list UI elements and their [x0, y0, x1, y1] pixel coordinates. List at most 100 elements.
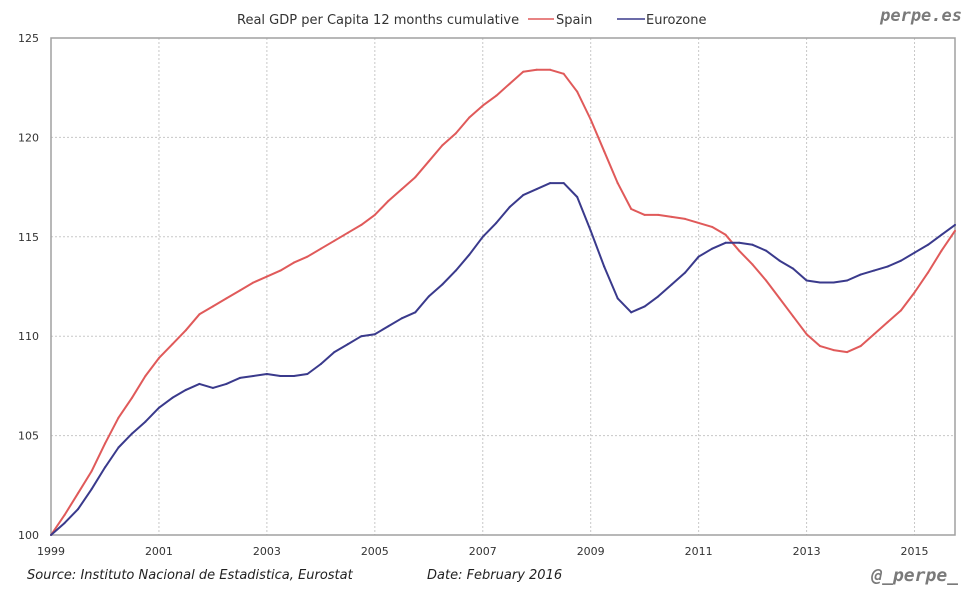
data-point-spain — [346, 231, 349, 234]
data-point-spain — [603, 150, 606, 153]
data-point-spain — [468, 116, 471, 119]
data-point-eurozone — [63, 522, 66, 525]
data-point-eurozone — [265, 372, 268, 375]
y-tick-label: 115 — [18, 231, 39, 244]
data-point-eurozone — [427, 295, 430, 298]
series-layer — [50, 68, 956, 536]
data-point-eurozone — [90, 488, 93, 491]
data-point-spain — [846, 351, 849, 354]
data-point-spain — [900, 309, 903, 312]
x-tick-label: 2001 — [145, 545, 173, 558]
data-point-spain — [616, 182, 619, 185]
data-point-eurozone — [306, 372, 309, 375]
x-tick-label: 2013 — [793, 545, 821, 558]
data-point-spain — [333, 239, 336, 242]
chart-title: Real GDP per Capita 12 months cumulative — [237, 13, 519, 28]
legend-label-spain: Spain — [556, 13, 592, 28]
data-point-spain — [954, 229, 956, 232]
data-point-eurozone — [292, 374, 295, 377]
data-point-eurozone — [859, 273, 862, 276]
data-point-eurozone — [805, 279, 808, 282]
data-point-eurozone — [522, 194, 525, 197]
data-point-spain — [373, 213, 376, 216]
data-point-eurozone — [751, 243, 754, 246]
data-point-spain — [697, 221, 700, 224]
data-point-spain — [103, 442, 106, 445]
data-point-spain — [522, 70, 525, 73]
data-point-eurozone — [414, 311, 417, 314]
data-point-eurozone — [171, 396, 174, 399]
data-point-spain — [319, 247, 322, 250]
data-point-eurozone — [603, 265, 606, 268]
data-point-eurozone — [157, 406, 160, 409]
data-point-spain — [832, 349, 835, 352]
data-point-spain — [481, 104, 484, 107]
data-point-spain — [90, 470, 93, 473]
data-point-eurozone — [495, 221, 498, 224]
data-point-eurozone — [373, 333, 376, 336]
data-point-eurozone — [684, 271, 687, 274]
data-point-spain — [414, 176, 417, 179]
data-point-eurozone — [792, 267, 795, 270]
data-point-spain — [549, 68, 552, 71]
x-axis: 1999 2001 2003 2005 2007 2009 2011 2013 2015 — [37, 545, 929, 558]
x-tick-label: 2015 — [901, 545, 929, 558]
data-point-eurozone — [697, 255, 700, 258]
data-point-eurozone — [346, 343, 349, 346]
data-point-spain — [535, 68, 538, 71]
data-point-eurozone — [319, 363, 322, 366]
data-point-eurozone — [441, 283, 444, 286]
data-point-spain — [940, 249, 943, 252]
data-point-spain — [508, 82, 511, 85]
date-note: Date: February 2016 — [427, 568, 563, 583]
brand-site: perpe.es — [880, 6, 962, 26]
data-point-eurozone — [765, 249, 768, 252]
data-point-eurozone — [508, 205, 511, 208]
plot-frame — [50, 37, 956, 536]
data-point-eurozone — [103, 466, 106, 469]
data-point-spain — [562, 72, 565, 75]
data-point-spain — [252, 281, 255, 284]
data-point-eurozone — [900, 259, 903, 262]
data-point-eurozone — [468, 253, 471, 256]
data-point-spain — [873, 333, 876, 336]
data-point-spain — [495, 94, 498, 97]
legend: Spain Eurozone — [528, 13, 706, 28]
data-point-eurozone — [211, 386, 214, 389]
data-point-spain — [724, 233, 727, 236]
data-point-spain — [400, 188, 403, 191]
data-point-eurozone — [913, 251, 916, 254]
data-point-spain — [130, 396, 133, 399]
series-line-spain — [50, 68, 956, 536]
data-point-eurozone — [117, 446, 120, 449]
data-point-eurozone — [846, 279, 849, 282]
data-point-spain — [751, 263, 754, 266]
data-point-spain — [792, 315, 795, 318]
data-point-spain — [225, 297, 228, 300]
data-point-eurozone — [738, 241, 741, 244]
data-point-spain — [441, 144, 444, 147]
data-point-spain — [738, 249, 741, 252]
data-point-spain — [211, 305, 214, 308]
series-line-eurozone — [50, 182, 956, 536]
data-point-eurozone — [238, 376, 241, 379]
data-point-eurozone — [778, 259, 781, 262]
data-point-eurozone — [549, 182, 552, 185]
y-axis: 100 105 110 115 120 125 — [18, 32, 39, 542]
data-point-spain — [144, 374, 147, 377]
data-point-eurozone — [954, 223, 956, 226]
data-point-eurozone — [562, 182, 565, 185]
legend-label-eurozone: Eurozone — [646, 13, 706, 28]
data-point-eurozone — [832, 281, 835, 284]
x-tick-label: 2005 — [361, 545, 389, 558]
data-point-spain — [306, 255, 309, 258]
data-point-eurozone — [76, 508, 79, 511]
data-point-spain — [265, 275, 268, 278]
data-point-eurozone — [198, 382, 201, 385]
data-point-eurozone — [643, 305, 646, 308]
data-point-eurozone — [279, 374, 282, 377]
data-point-eurozone — [576, 196, 579, 199]
data-point-eurozone — [819, 281, 822, 284]
data-point-eurozone — [630, 311, 633, 314]
